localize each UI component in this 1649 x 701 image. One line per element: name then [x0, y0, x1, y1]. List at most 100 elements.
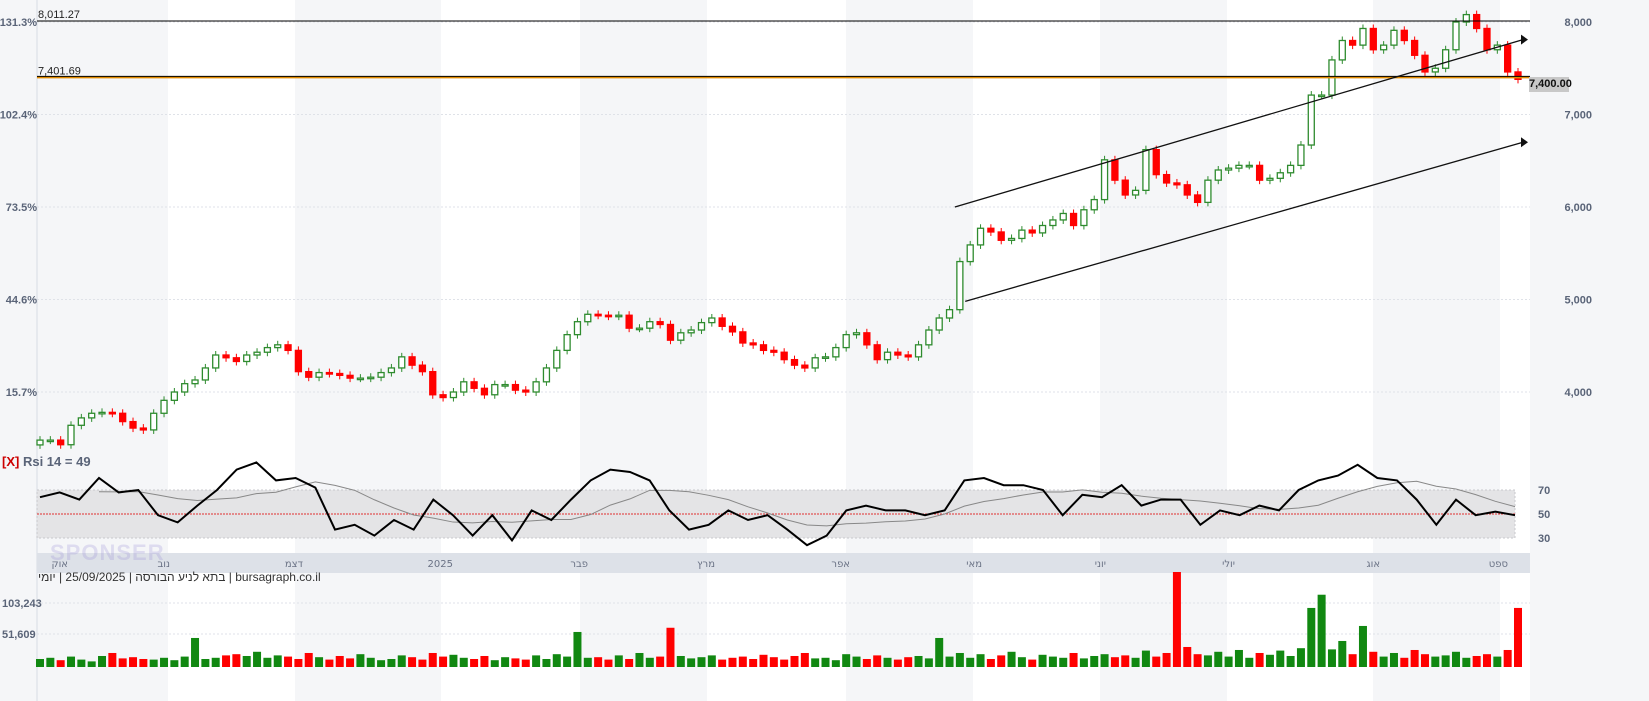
candle-down	[1162, 173, 1171, 184]
month-label: יוני	[1095, 559, 1106, 570]
volume-bar	[129, 657, 138, 667]
candle-up	[191, 379, 199, 385]
rsi-legend[interactable]: [X] Rsi 14 = 49	[2, 454, 91, 469]
month-label: מרץ	[697, 559, 715, 570]
price-levels[interactable]: 8,011.27 7,401.69	[37, 9, 1530, 79]
candle-down	[284, 344, 292, 352]
volume-bar	[831, 660, 840, 667]
volume-bar	[811, 658, 820, 667]
candle-down	[987, 227, 995, 233]
candle-up	[646, 321, 654, 329]
volume-tick: 51,609	[2, 629, 36, 641]
chart-info: יומי | 25/09/2025 | בתא לניע הבורסה | bu…	[38, 570, 321, 584]
volume-bar	[552, 654, 561, 667]
volume-bar	[1503, 649, 1512, 667]
candle-down	[594, 313, 602, 317]
candle-up	[542, 367, 551, 383]
volume-bar	[315, 657, 324, 667]
candle-up	[212, 354, 220, 369]
candle-up	[1379, 44, 1388, 51]
volume-bar	[1110, 657, 1119, 667]
volume-bar	[377, 660, 386, 667]
candle-down	[1111, 159, 1119, 181]
left-axis-tick: 15.7%	[6, 387, 37, 399]
candle-down	[1193, 194, 1202, 204]
volume-bar	[687, 658, 696, 667]
separator: |	[228, 570, 232, 584]
candle-up	[201, 367, 210, 381]
trend-arrow-icon	[1521, 34, 1528, 45]
candle-up	[1214, 169, 1222, 181]
candle-down	[232, 357, 241, 363]
rsi-remove-button[interactable]: [X]	[2, 454, 20, 469]
volume-bar	[366, 657, 375, 667]
candle-up	[1297, 144, 1305, 167]
candle-up	[532, 381, 540, 393]
volume-bar	[976, 654, 985, 667]
volume-bar	[1079, 658, 1088, 667]
volume-bar	[470, 658, 479, 667]
volume-bar	[242, 655, 251, 667]
candle-up	[1100, 159, 1109, 201]
volume-bar	[46, 657, 55, 667]
volume-tick: 103,243	[2, 598, 42, 610]
volume-bar	[1482, 654, 1491, 667]
rsi-line	[39, 461, 1516, 547]
candle-up	[584, 313, 592, 323]
rsi-panel: 70 50 30	[36, 461, 1550, 547]
volume-bar	[459, 657, 468, 667]
candle-up	[1049, 219, 1057, 227]
volume-bar	[1358, 625, 1367, 667]
volume-bar	[1296, 648, 1305, 667]
volume-bar	[1121, 655, 1130, 667]
volume-bar	[1183, 646, 1192, 667]
rsi-tick: 70	[1538, 485, 1550, 497]
volume-bar	[986, 658, 995, 667]
candle-up	[449, 391, 458, 399]
candle-down	[57, 439, 65, 446]
candle-up	[36, 439, 44, 446]
month-band	[295, 0, 441, 701]
candle-down	[1421, 54, 1429, 73]
volume-bar	[1451, 651, 1460, 667]
volume-bar	[780, 659, 789, 667]
volume-bar	[955, 652, 964, 667]
month-label: ספט	[1489, 559, 1508, 570]
candle-up	[367, 376, 375, 380]
volume-bar	[160, 657, 169, 667]
volume-bar	[1224, 656, 1233, 667]
volume-bar	[769, 657, 778, 667]
candle-down	[108, 411, 116, 415]
volume-bar	[273, 655, 282, 667]
candle-down	[728, 325, 737, 333]
volume-bar	[1193, 654, 1202, 667]
candle-up	[88, 412, 96, 419]
volume-bar	[1514, 607, 1522, 667]
volume-bar	[1017, 657, 1026, 667]
candle-down	[1410, 39, 1419, 56]
candle-down	[801, 364, 809, 369]
candle-down	[780, 351, 788, 361]
volume-bar	[1327, 649, 1336, 667]
volume-bar	[335, 655, 344, 667]
info-period: יומי	[38, 570, 56, 584]
candle-up	[1431, 67, 1439, 73]
candle-down	[873, 344, 881, 361]
volume-bar	[356, 654, 365, 667]
volume-bar	[532, 655, 541, 667]
volume-bar	[1431, 656, 1440, 667]
right-axis-tick: 7,000	[1564, 110, 1592, 122]
candle-down	[336, 372, 344, 377]
volume-bar	[1203, 655, 1212, 667]
month-label: יולי	[1222, 559, 1235, 570]
left-axis-tick: 102.4%	[0, 110, 37, 122]
candle-down	[770, 349, 778, 353]
candle-down	[139, 427, 148, 431]
volume-bar	[873, 655, 882, 667]
volume-bar	[1379, 656, 1388, 667]
trend-lines[interactable]	[954, 34, 1528, 302]
volume-bar	[1245, 657, 1254, 667]
volume-bar	[1348, 654, 1357, 667]
volume-bar	[728, 657, 737, 667]
